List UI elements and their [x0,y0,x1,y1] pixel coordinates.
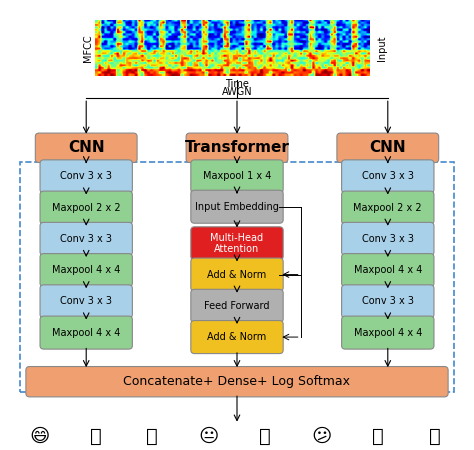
FancyBboxPatch shape [186,133,288,162]
Text: Input Embedding: Input Embedding [195,202,279,212]
Text: Conv 3 x 3: Conv 3 x 3 [362,171,414,181]
FancyBboxPatch shape [191,320,283,354]
FancyBboxPatch shape [191,227,283,260]
Text: Input: Input [376,36,387,61]
Text: Maxpool 1 x 4: Maxpool 1 x 4 [203,171,271,181]
Text: 😕: 😕 [311,427,332,446]
Text: Add & Norm: Add & Norm [207,332,266,342]
Text: Maxpool 2 x 2: Maxpool 2 x 2 [354,202,422,212]
FancyBboxPatch shape [342,254,434,287]
FancyBboxPatch shape [40,222,132,256]
Text: 🙂: 🙂 [90,427,101,446]
FancyBboxPatch shape [342,316,434,349]
Text: Maxpool 2 x 2: Maxpool 2 x 2 [52,202,120,212]
Text: MFCC: MFCC [82,35,93,62]
Text: Conv 3 x 3: Conv 3 x 3 [362,234,414,244]
FancyBboxPatch shape [40,316,132,349]
FancyBboxPatch shape [342,160,434,193]
Text: Conv 3 x 3: Conv 3 x 3 [60,234,112,244]
Text: Conv 3 x 3: Conv 3 x 3 [60,171,112,181]
Text: 😐: 😐 [199,427,219,446]
Text: 😄: 😄 [29,427,49,446]
Text: Conv 3 x 3: Conv 3 x 3 [60,297,112,306]
FancyBboxPatch shape [191,289,283,322]
FancyBboxPatch shape [342,191,434,224]
Text: 🤥: 🤥 [259,427,271,446]
Text: Feed Forward: Feed Forward [204,301,270,311]
FancyBboxPatch shape [191,160,283,193]
FancyBboxPatch shape [342,222,434,256]
FancyBboxPatch shape [36,133,137,162]
FancyBboxPatch shape [40,191,132,224]
FancyBboxPatch shape [191,258,283,291]
FancyBboxPatch shape [40,285,132,318]
FancyBboxPatch shape [40,254,132,287]
Text: Maxpool 4 x 4: Maxpool 4 x 4 [354,328,422,338]
Text: Time: Time [225,79,249,90]
Text: 🤣: 🤣 [146,427,158,446]
Text: 🙁: 🙁 [373,427,384,446]
Text: Transformer: Transformer [184,140,290,155]
FancyBboxPatch shape [40,160,132,193]
Text: Multi-Head
Attention: Multi-Head Attention [210,233,264,254]
Text: Conv 3 x 3: Conv 3 x 3 [362,297,414,306]
FancyBboxPatch shape [342,285,434,318]
Text: Add & Norm: Add & Norm [207,270,266,279]
Text: CNN: CNN [68,140,105,155]
FancyBboxPatch shape [337,133,438,162]
Text: Maxpool 4 x 4: Maxpool 4 x 4 [52,265,120,275]
Text: Maxpool 4 x 4: Maxpool 4 x 4 [52,328,120,338]
Text: 🤔: 🤔 [429,427,441,446]
FancyBboxPatch shape [191,190,283,223]
Text: Maxpool 4 x 4: Maxpool 4 x 4 [354,265,422,275]
Text: Concatenate+ Dense+ Log Softmax: Concatenate+ Dense+ Log Softmax [124,375,350,388]
FancyBboxPatch shape [26,367,448,397]
Text: CNN: CNN [369,140,406,155]
Text: AWGN: AWGN [222,87,252,97]
